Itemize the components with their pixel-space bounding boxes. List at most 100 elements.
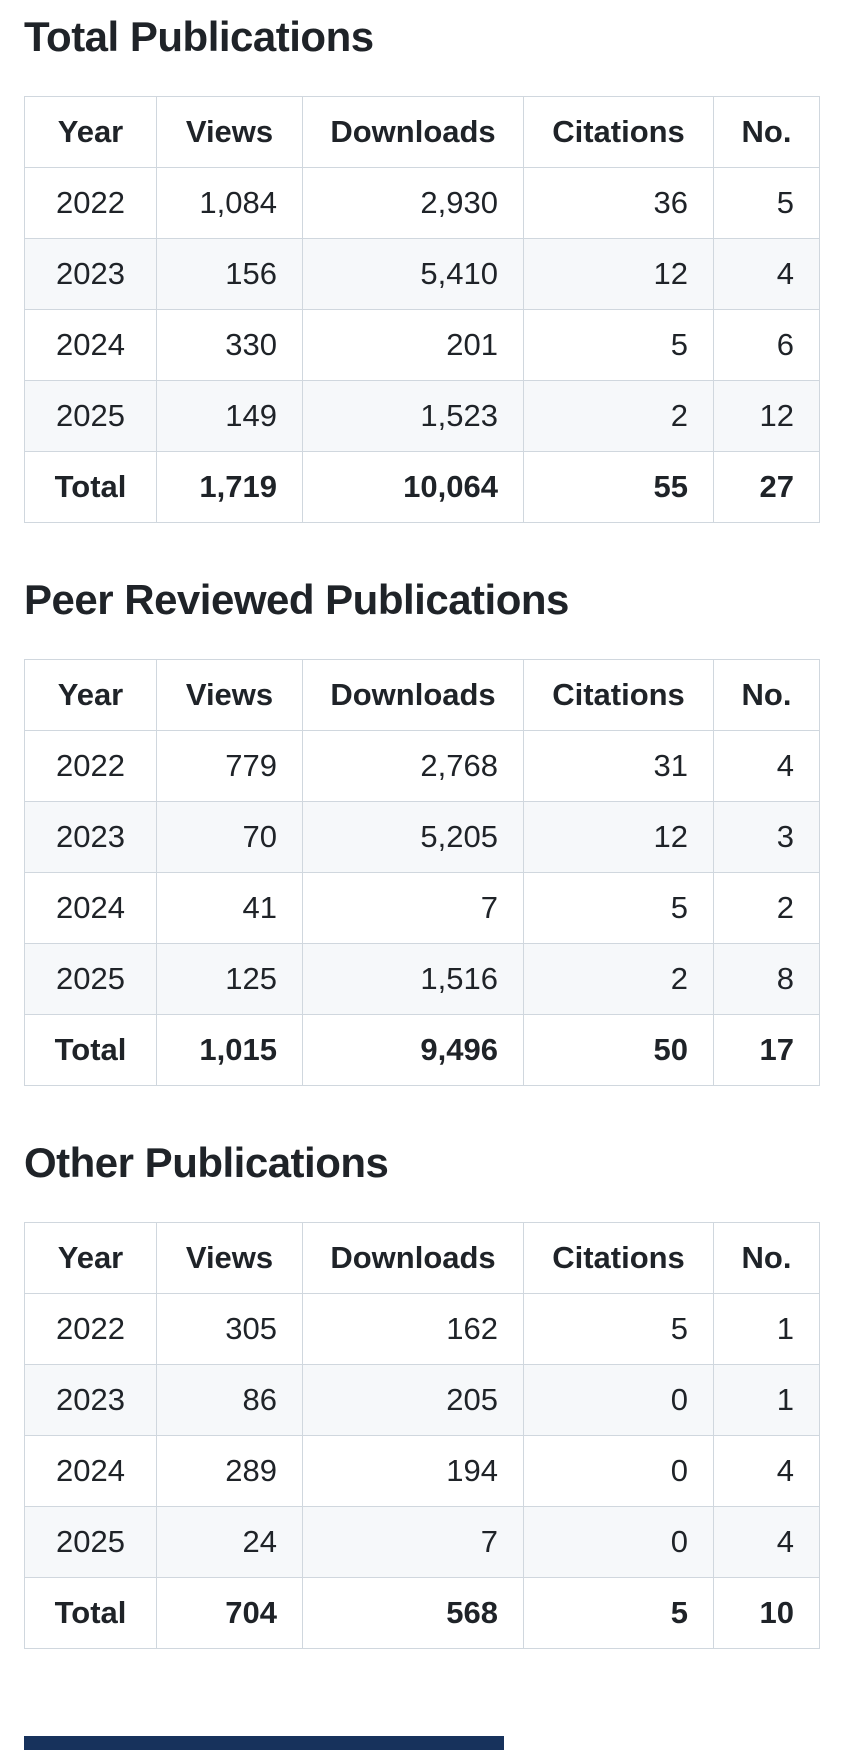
year-cell: 2022 (24, 730, 157, 802)
value-cell: 0 (523, 1435, 714, 1507)
table-row: 2025 125 1,516 2 8 (24, 943, 820, 1015)
value-cell: 17 (713, 1014, 820, 1086)
column-header-downloads: Downloads (302, 96, 524, 168)
value-cell: 70 (156, 801, 303, 873)
value-cell: 2 (523, 943, 714, 1015)
value-cell: 36 (523, 167, 714, 239)
section-title: Total Publications (24, 13, 374, 60)
column-header-views: Views (156, 96, 303, 168)
value-cell: 7 (302, 1506, 524, 1578)
value-cell: 86 (156, 1364, 303, 1436)
value-cell: 5 (523, 309, 714, 381)
column-header-citations: Citations (523, 96, 714, 168)
value-cell: 156 (156, 238, 303, 310)
value-cell: 2,930 (302, 167, 524, 239)
value-cell: 162 (302, 1293, 524, 1365)
value-cell: 50 (523, 1014, 714, 1086)
value-cell: 6 (713, 309, 820, 381)
table-row: 2023 70 5,205 12 3 (24, 801, 820, 873)
value-cell: 1,719 (156, 451, 303, 523)
value-cell: 5 (523, 872, 714, 944)
column-header-views: Views (156, 659, 303, 731)
footer-bar (24, 1736, 504, 1750)
value-cell: 4 (713, 730, 820, 802)
value-cell: 27 (713, 451, 820, 523)
value-cell: 2,768 (302, 730, 524, 802)
table-row: 2023 86 205 0 1 (24, 1364, 820, 1436)
table-row: 2025 149 1,523 2 12 (24, 380, 820, 452)
page: Total Publications Year Views Downloads Cit… (24, 12, 820, 1649)
value-cell: 2 (713, 872, 820, 944)
year-cell: 2024 (24, 309, 157, 381)
value-cell: 2 (523, 380, 714, 452)
value-cell: 704 (156, 1577, 303, 1649)
value-cell: 5 (713, 167, 820, 239)
column-header-downloads: Downloads (302, 1222, 524, 1294)
value-cell: 5,410 (302, 238, 524, 310)
value-cell: 12 (713, 380, 820, 452)
year-cell: 2022 (24, 1293, 157, 1365)
value-cell: 4 (713, 1435, 820, 1507)
total-row: Total 1,719 10,064 55 27 (24, 451, 820, 523)
value-cell: 1,084 (156, 167, 303, 239)
year-cell: 2023 (24, 1364, 157, 1436)
value-cell: 0 (523, 1364, 714, 1436)
header-row: Year Views Downloads Citations No. (24, 96, 820, 168)
value-cell: 5 (523, 1577, 714, 1649)
value-cell: 4 (713, 1506, 820, 1578)
section-other-publications: Other Publications Year Views Downloads Cit… (24, 1138, 820, 1649)
value-cell: 31 (523, 730, 714, 802)
year-cell: 2025 (24, 380, 157, 452)
column-header-no: No. (713, 1222, 820, 1294)
table-row: 2023 156 5,410 12 4 (24, 238, 820, 310)
header-row: Year Views Downloads Citations No. (24, 659, 820, 731)
value-cell: 8 (713, 943, 820, 1015)
value-cell: 10,064 (302, 451, 524, 523)
total-label-cell: Total (24, 451, 157, 523)
value-cell: 205 (302, 1364, 524, 1436)
value-cell: 149 (156, 380, 303, 452)
section-total-publications: Total Publications Year Views Downloads Cit… (24, 12, 820, 523)
value-cell: 5,205 (302, 801, 524, 873)
value-cell: 12 (523, 801, 714, 873)
value-cell: 194 (302, 1435, 524, 1507)
column-header-citations: Citations (523, 1222, 714, 1294)
peer-reviewed-publications-table: Year Views Downloads Citations No. 2022 779 2,… (24, 659, 820, 1086)
value-cell: 125 (156, 943, 303, 1015)
value-cell: 55 (523, 451, 714, 523)
value-cell: 305 (156, 1293, 303, 1365)
section-title: Other Publications (24, 1139, 389, 1186)
value-cell: 0 (523, 1506, 714, 1578)
header-row: Year Views Downloads Citations No. (24, 1222, 820, 1294)
year-cell: 2023 (24, 801, 157, 873)
value-cell: 12 (523, 238, 714, 310)
total-publications-table: Year Views Downloads Citations No. 2022 1,084… (24, 96, 820, 523)
value-cell: 1,523 (302, 380, 524, 452)
value-cell: 1 (713, 1364, 820, 1436)
value-cell: 10 (713, 1577, 820, 1649)
value-cell: 289 (156, 1435, 303, 1507)
total-row: Total 704 568 5 10 (24, 1577, 820, 1649)
table-row: 2022 779 2,768 31 4 (24, 730, 820, 802)
section-peer-reviewed-publications: Peer Reviewed Publications Year Views Down… (24, 575, 820, 1086)
table-row: 2024 41 7 5 2 (24, 872, 820, 944)
value-cell: 3 (713, 801, 820, 873)
table-row: 2022 305 162 5 1 (24, 1293, 820, 1365)
value-cell: 9,496 (302, 1014, 524, 1086)
total-label-cell: Total (24, 1014, 157, 1086)
column-header-citations: Citations (523, 659, 714, 731)
value-cell: 330 (156, 309, 303, 381)
section-title: Peer Reviewed Publications (24, 576, 569, 623)
value-cell: 7 (302, 872, 524, 944)
value-cell: 201 (302, 309, 524, 381)
value-cell: 1,516 (302, 943, 524, 1015)
table-row: 2025 24 7 0 4 (24, 1506, 820, 1578)
column-header-views: Views (156, 1222, 303, 1294)
column-header-downloads: Downloads (302, 659, 524, 731)
total-row: Total 1,015 9,496 50 17 (24, 1014, 820, 1086)
value-cell: 24 (156, 1506, 303, 1578)
year-cell: 2024 (24, 872, 157, 944)
value-cell: 779 (156, 730, 303, 802)
year-cell: 2025 (24, 1506, 157, 1578)
table-row: 2024 330 201 5 6 (24, 309, 820, 381)
